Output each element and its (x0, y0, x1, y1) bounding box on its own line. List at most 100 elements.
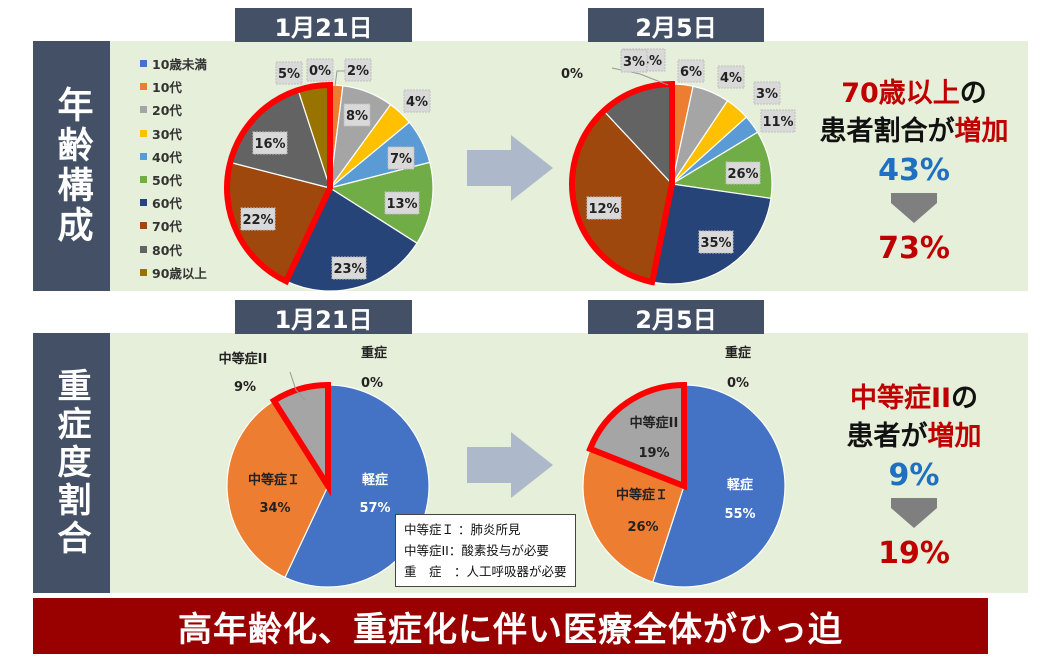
category-label: 中等症II (630, 415, 679, 431)
data-label: 3% (756, 87, 778, 102)
pie-slice (226, 399, 329, 579)
data-label: 7% (390, 152, 412, 167)
severity-callout-text: の (951, 383, 979, 414)
pie-severity-feb: 55% 軽症 26% 中等症Ｉ 19% 中等症II 0% 重症 (582, 345, 786, 588)
date-tab-feb-severity: 2月5日 (588, 300, 764, 334)
highlight-outline (586, 381, 687, 491)
legend-label: 50代 (152, 173, 182, 189)
data-label-box (620, 49, 648, 73)
legend-item: 30代 (140, 122, 207, 145)
highlight-outline (224, 81, 333, 286)
data-label: 3% (623, 55, 645, 70)
data-label: 19% (638, 446, 669, 461)
category-label: 中等症Ｉ (616, 487, 668, 503)
pie-slice (284, 384, 430, 588)
data-label: 12% (588, 202, 619, 217)
legend-swatch (140, 176, 147, 184)
legend-item: 50代 (140, 168, 207, 191)
data-label: 2% (347, 64, 369, 79)
definition-moderate-2: 中等症II：酸素投与が必要 (404, 543, 549, 558)
data-label: 11% (762, 115, 793, 130)
data-label-box (677, 59, 705, 83)
legend-label: 20代 (152, 103, 182, 119)
data-label: 57% (359, 501, 390, 516)
data-label: 8% (346, 109, 368, 124)
legend-swatch (140, 106, 147, 114)
legend-label: 70代 (152, 219, 182, 235)
data-label: 0% (361, 376, 383, 391)
pie-age-jan: 0% 2% 8% 4% 7% 13% 23% 22% 16% 5% (224, 58, 434, 292)
data-label-box (753, 81, 781, 105)
legend-item: 70代 (140, 214, 207, 237)
data-label-box (403, 89, 431, 113)
category-label: 中等症II (219, 351, 268, 367)
age-callout-text: 患者割合が (819, 116, 955, 147)
severity-from-value: 9% (888, 458, 940, 493)
data-label-box (331, 256, 367, 280)
severity-section-label: 重症度割合 (33, 333, 110, 593)
legend-swatch (140, 152, 147, 160)
data-label-box (698, 230, 734, 254)
severity-to-value: 19% (878, 536, 950, 571)
pie-slice (328, 161, 434, 245)
down-arrow-icon (891, 193, 937, 223)
data-label: 26% (627, 520, 658, 535)
highlight-outline (269, 381, 331, 497)
highlight-outline (569, 80, 675, 286)
leader-line (289, 371, 306, 401)
legend-swatch (140, 245, 147, 253)
data-label-box (344, 58, 372, 82)
data-label: 26% (727, 167, 758, 182)
legend-swatch (140, 129, 147, 137)
legend-item: 40代 (140, 145, 207, 168)
age-callout-emphasis: 増加 (954, 116, 1009, 147)
age-section-label-text: 年齢構成 (51, 86, 93, 246)
age-callout-emphasis: 70歳以上 (841, 78, 960, 109)
legend-item: 80代 (140, 238, 207, 261)
date-tab-jan-age: 1月21日 (235, 8, 412, 42)
data-label: 0% (727, 376, 749, 391)
date-tab-jan-severity: 1月21日 (235, 300, 412, 334)
pie-severity-jan: 57% 軽症 34% 中等症Ｉ 9% 中等症II 0% 重症 (219, 345, 430, 588)
severity-callout-text: 患者が (846, 421, 928, 452)
severity-section-label-text: 重症度割合 (51, 368, 91, 558)
data-label-box (240, 207, 276, 231)
data-label-box (586, 196, 622, 220)
data-label: 34% (259, 501, 290, 516)
legend-swatch (140, 222, 147, 230)
legend-item: 10歳未満 (140, 52, 207, 75)
data-label: 6% (680, 65, 702, 80)
age-callout: 70歳以上の 患者割合が増加 43% 73% (800, 75, 1028, 269)
legend-label: 60代 (152, 196, 182, 212)
legend-label: 30代 (152, 126, 182, 142)
legend-label: 40代 (152, 149, 182, 165)
pie-slice (582, 448, 685, 583)
down-arrow-icon (891, 498, 937, 528)
legend-label: 80代 (152, 242, 182, 258)
data-label: 9% (234, 380, 256, 395)
severity-callout-emphasis: 増加 (927, 421, 982, 452)
data-label: 23% (333, 262, 364, 277)
data-label: 13% (386, 197, 417, 212)
data-label: 55% (724, 507, 755, 522)
data-label: 16% (254, 137, 285, 152)
category-label: 軽症 (362, 472, 388, 488)
severity-callout-emphasis: 中等症II (849, 383, 952, 414)
data-label-box (387, 146, 415, 170)
data-label: 35% (700, 236, 731, 251)
data-label: 0% (561, 67, 583, 82)
data-label-box (725, 161, 761, 185)
data-label-box (760, 109, 796, 133)
data-label-box (384, 191, 420, 215)
definition-moderate-1: 中等症Ｉ ：肺炎所見 (404, 522, 521, 537)
data-label-box (306, 58, 334, 82)
conclusion-banner: 高年齢化、重症化に伴い医療全体がひっ迫 (33, 598, 988, 654)
category-label: 軽症 (727, 477, 753, 493)
age-legend: 10歳未満 10代 20代 30代 40代 50代 60代 70代 80代 90歳以上 (140, 52, 207, 284)
data-label: 22% (242, 213, 273, 228)
age-to-value: 73% (878, 231, 950, 266)
data-label-box (252, 131, 288, 155)
leader-line (334, 70, 345, 87)
legend-label: 90歳以上 (152, 265, 207, 281)
